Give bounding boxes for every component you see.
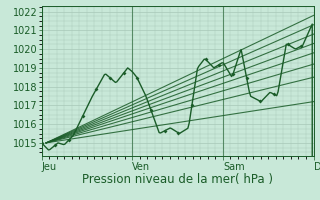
X-axis label: Pression niveau de la mer( hPa ): Pression niveau de la mer( hPa ) (82, 173, 273, 186)
